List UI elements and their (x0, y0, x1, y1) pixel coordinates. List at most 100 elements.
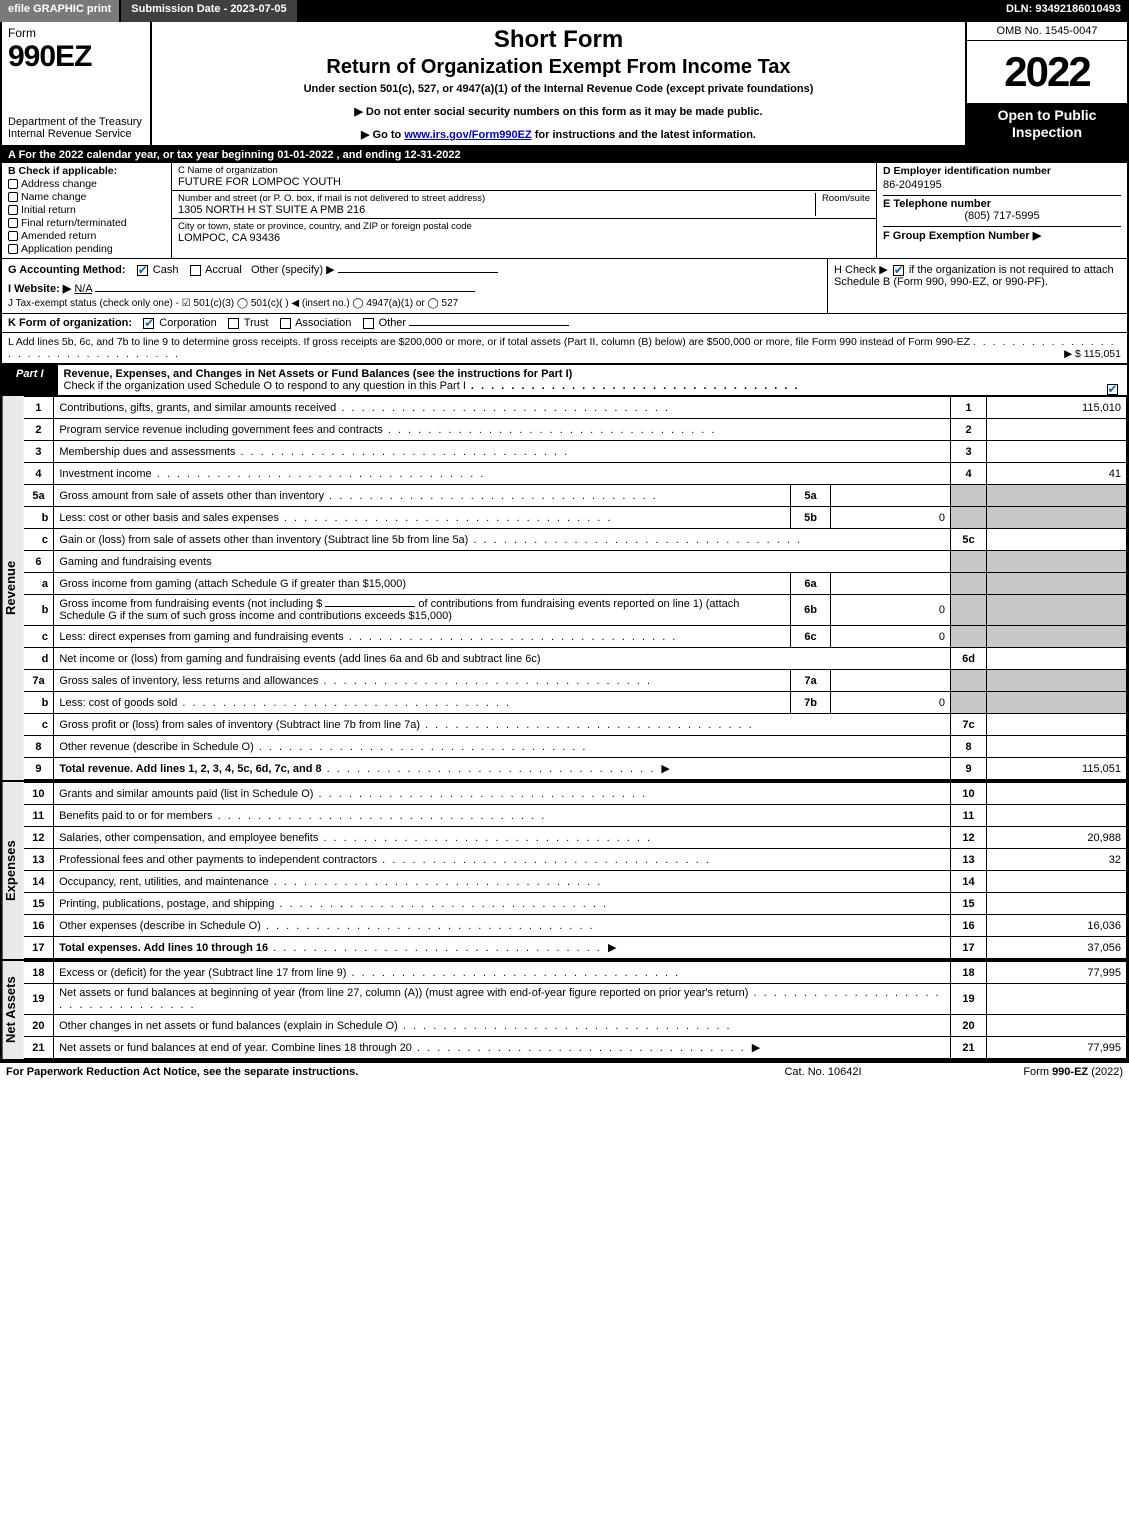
row-g-h: G Accounting Method: Cash Accrual Other … (2, 259, 1127, 314)
line-9: 9 Total revenue. Add lines 1, 2, 3, 4, 5… (24, 758, 1127, 780)
name-label: C Name of organization (178, 165, 341, 176)
line-6: 6 Gaming and fundraising events (24, 551, 1127, 573)
line-17: 17Total expenses. Add lines 10 through 1… (24, 937, 1127, 959)
row-k: K Form of organization: Corporation Trus… (2, 314, 1127, 333)
street-label: Number and street (or P. O. box, if mail… (178, 193, 485, 204)
row-a-tax-year: A For the 2022 calendar year, or tax yea… (2, 147, 1127, 163)
net-assets-section: Net Assets 18Excess or (deficit) for the… (2, 961, 1127, 1061)
omb-number: OMB No. 1545-0047 (967, 22, 1127, 41)
line-13: 13Professional fees and other payments t… (24, 849, 1127, 871)
expenses-section: Expenses 10Grants and similar amounts pa… (2, 782, 1127, 961)
line-14: 14Occupancy, rent, utilities, and mainte… (24, 871, 1127, 893)
topbar-spacer (299, 0, 998, 22)
line-7a: 7a Gross sales of inventory, less return… (24, 670, 1127, 692)
chk-other-org[interactable] (363, 318, 374, 329)
line-20: 20Other changes in net assets or fund ba… (24, 1015, 1127, 1037)
net-assets-table: 18Excess or (deficit) for the year (Subt… (24, 961, 1127, 1059)
line-6d: d Net income or (loss) from gaming and f… (24, 648, 1127, 670)
efile-print-button[interactable]: efile GRAPHIC print (0, 0, 121, 22)
line-3: 3 Membership dues and assessments 3 (24, 441, 1127, 463)
line-10: 10Grants and similar amounts paid (list … (24, 783, 1127, 805)
line-6c: c Less: direct expenses from gaming and … (24, 626, 1127, 648)
line-7c: c Gross profit or (loss) from sales of i… (24, 714, 1127, 736)
part-i-check[interactable] (1097, 365, 1127, 395)
chk-cash[interactable] (137, 265, 148, 276)
open-to-public: Open to Public Inspection (967, 103, 1127, 145)
cb-initial-return[interactable]: Initial return (8, 204, 165, 216)
page-footer: For Paperwork Reduction Act Notice, see … (0, 1063, 1129, 1081)
ein: 86-2049195 (883, 179, 1121, 191)
row-g: G Accounting Method: Cash Accrual Other … (8, 263, 821, 276)
line-18: 18Excess or (deficit) for the year (Subt… (24, 962, 1127, 984)
street: 1305 NORTH H ST SUITE A PMB 216 (178, 204, 485, 216)
revenue-table: 1 Contributions, gifts, grants, and simi… (24, 396, 1127, 780)
line-7b: b Less: cost of goods sold 7b 0 (24, 692, 1127, 714)
line-19: 19Net assets or fund balances at beginni… (24, 984, 1127, 1015)
top-bar: efile GRAPHIC print Submission Date - 20… (0, 0, 1129, 22)
group-exemption-label: F Group Exemption Number ▶ (883, 229, 1121, 242)
city: LOMPOC, CA 93436 (178, 232, 472, 244)
chk-trust[interactable] (228, 318, 239, 329)
line-12: 12Salaries, other compensation, and empl… (24, 827, 1127, 849)
form-header: Form 990EZ Department of the Treasury In… (2, 22, 1127, 147)
box-c: C Name of organization FUTURE FOR LOMPOC… (172, 163, 877, 258)
chk-accrual[interactable] (190, 265, 201, 276)
box-d-e-f: D Employer identification number 86-2049… (877, 163, 1127, 258)
part-i-tab: Part I (2, 365, 58, 395)
cb-final-return[interactable]: Final return/terminated (8, 217, 165, 229)
footer-center: Cat. No. 10642I (723, 1066, 923, 1078)
chk-association[interactable] (280, 318, 291, 329)
line-1: 1 Contributions, gifts, grants, and simi… (24, 397, 1127, 419)
line-16: 16Other expenses (describe in Schedule O… (24, 915, 1127, 937)
footer-right: Form 990-EZ (2022) (923, 1066, 1123, 1078)
goto-post: for instructions and the latest informat… (532, 129, 756, 141)
part-i-header: Part I Revenue, Expenses, and Changes in… (2, 365, 1127, 396)
block-b-c-d: B Check if applicable: Address change Na… (2, 163, 1127, 259)
under-section: Under section 501(c), 527, or 4947(a)(1)… (160, 83, 957, 95)
box-b-label: B Check if applicable: (8, 165, 165, 177)
line-6b: b Gross income from fundraising events (… (24, 595, 1127, 626)
footer-left: For Paperwork Reduction Act Notice, see … (6, 1066, 723, 1078)
line-15: 15Printing, publications, postage, and s… (24, 893, 1127, 915)
telephone: (805) 717-5995 (883, 210, 1121, 222)
revenue-side-label: Revenue (2, 396, 24, 780)
row-h: H Check ▶ if the organization is not req… (827, 259, 1127, 313)
header-right: OMB No. 1545-0047 2022 Open to Public In… (967, 22, 1127, 145)
short-form-title: Short Form (160, 26, 957, 54)
row-l: L Add lines 5b, 6c, and 7b to line 9 to … (2, 333, 1127, 365)
website-value: N/A (74, 283, 92, 295)
line-5c: c Gain or (loss) from sale of assets oth… (24, 529, 1127, 551)
org-name: FUTURE FOR LOMPOC YOUTH (178, 176, 341, 188)
header-center: Short Form Return of Organization Exempt… (152, 22, 967, 145)
main-title: Return of Organization Exempt From Incom… (160, 56, 957, 79)
row-i: I Website: ▶ N/A (8, 282, 821, 295)
ssn-note: ▶ Do not enter social security numbers o… (160, 105, 957, 118)
goto-link[interactable]: www.irs.gov/Form990EZ (404, 129, 531, 141)
cb-name-change[interactable]: Name change (8, 191, 165, 203)
cb-amended-return[interactable]: Amended return (8, 230, 165, 242)
tel-label: E Telephone number (883, 198, 1121, 210)
line-2: 2 Program service revenue including gove… (24, 419, 1127, 441)
goto-pre: ▶ Go to (361, 129, 404, 141)
line-5a: 5a Gross amount from sale of assets othe… (24, 485, 1127, 507)
net-assets-side-label: Net Assets (2, 961, 24, 1059)
cb-address-change[interactable]: Address change (8, 178, 165, 190)
chk-schedule-b[interactable] (893, 265, 904, 276)
tax-year: 2022 (967, 41, 1127, 103)
line-6a: a Gross income from gaming (attach Sched… (24, 573, 1127, 595)
form-number: 990EZ (8, 40, 91, 73)
revenue-section: Revenue 1 Contributions, gifts, grants, … (2, 396, 1127, 782)
form-word: Form (8, 26, 36, 40)
city-label: City or town, state or province, country… (178, 221, 472, 232)
dln: DLN: 93492186010493 (998, 0, 1129, 22)
header-left: Form 990EZ Department of the Treasury In… (2, 22, 152, 145)
chk-corporation[interactable] (143, 318, 154, 329)
line-11: 11Benefits paid to or for members11 (24, 805, 1127, 827)
cb-application-pending[interactable]: Application pending (8, 243, 165, 255)
line-4: 4 Investment income 4 41 (24, 463, 1127, 485)
row-j: J Tax-exempt status (check only one) - ☑… (8, 298, 821, 309)
submission-date: Submission Date - 2023-07-05 (121, 0, 298, 22)
line-8: 8 Other revenue (describe in Schedule O)… (24, 736, 1127, 758)
box-b: B Check if applicable: Address change Na… (2, 163, 172, 258)
line-5b: b Less: cost or other basis and sales ex… (24, 507, 1127, 529)
